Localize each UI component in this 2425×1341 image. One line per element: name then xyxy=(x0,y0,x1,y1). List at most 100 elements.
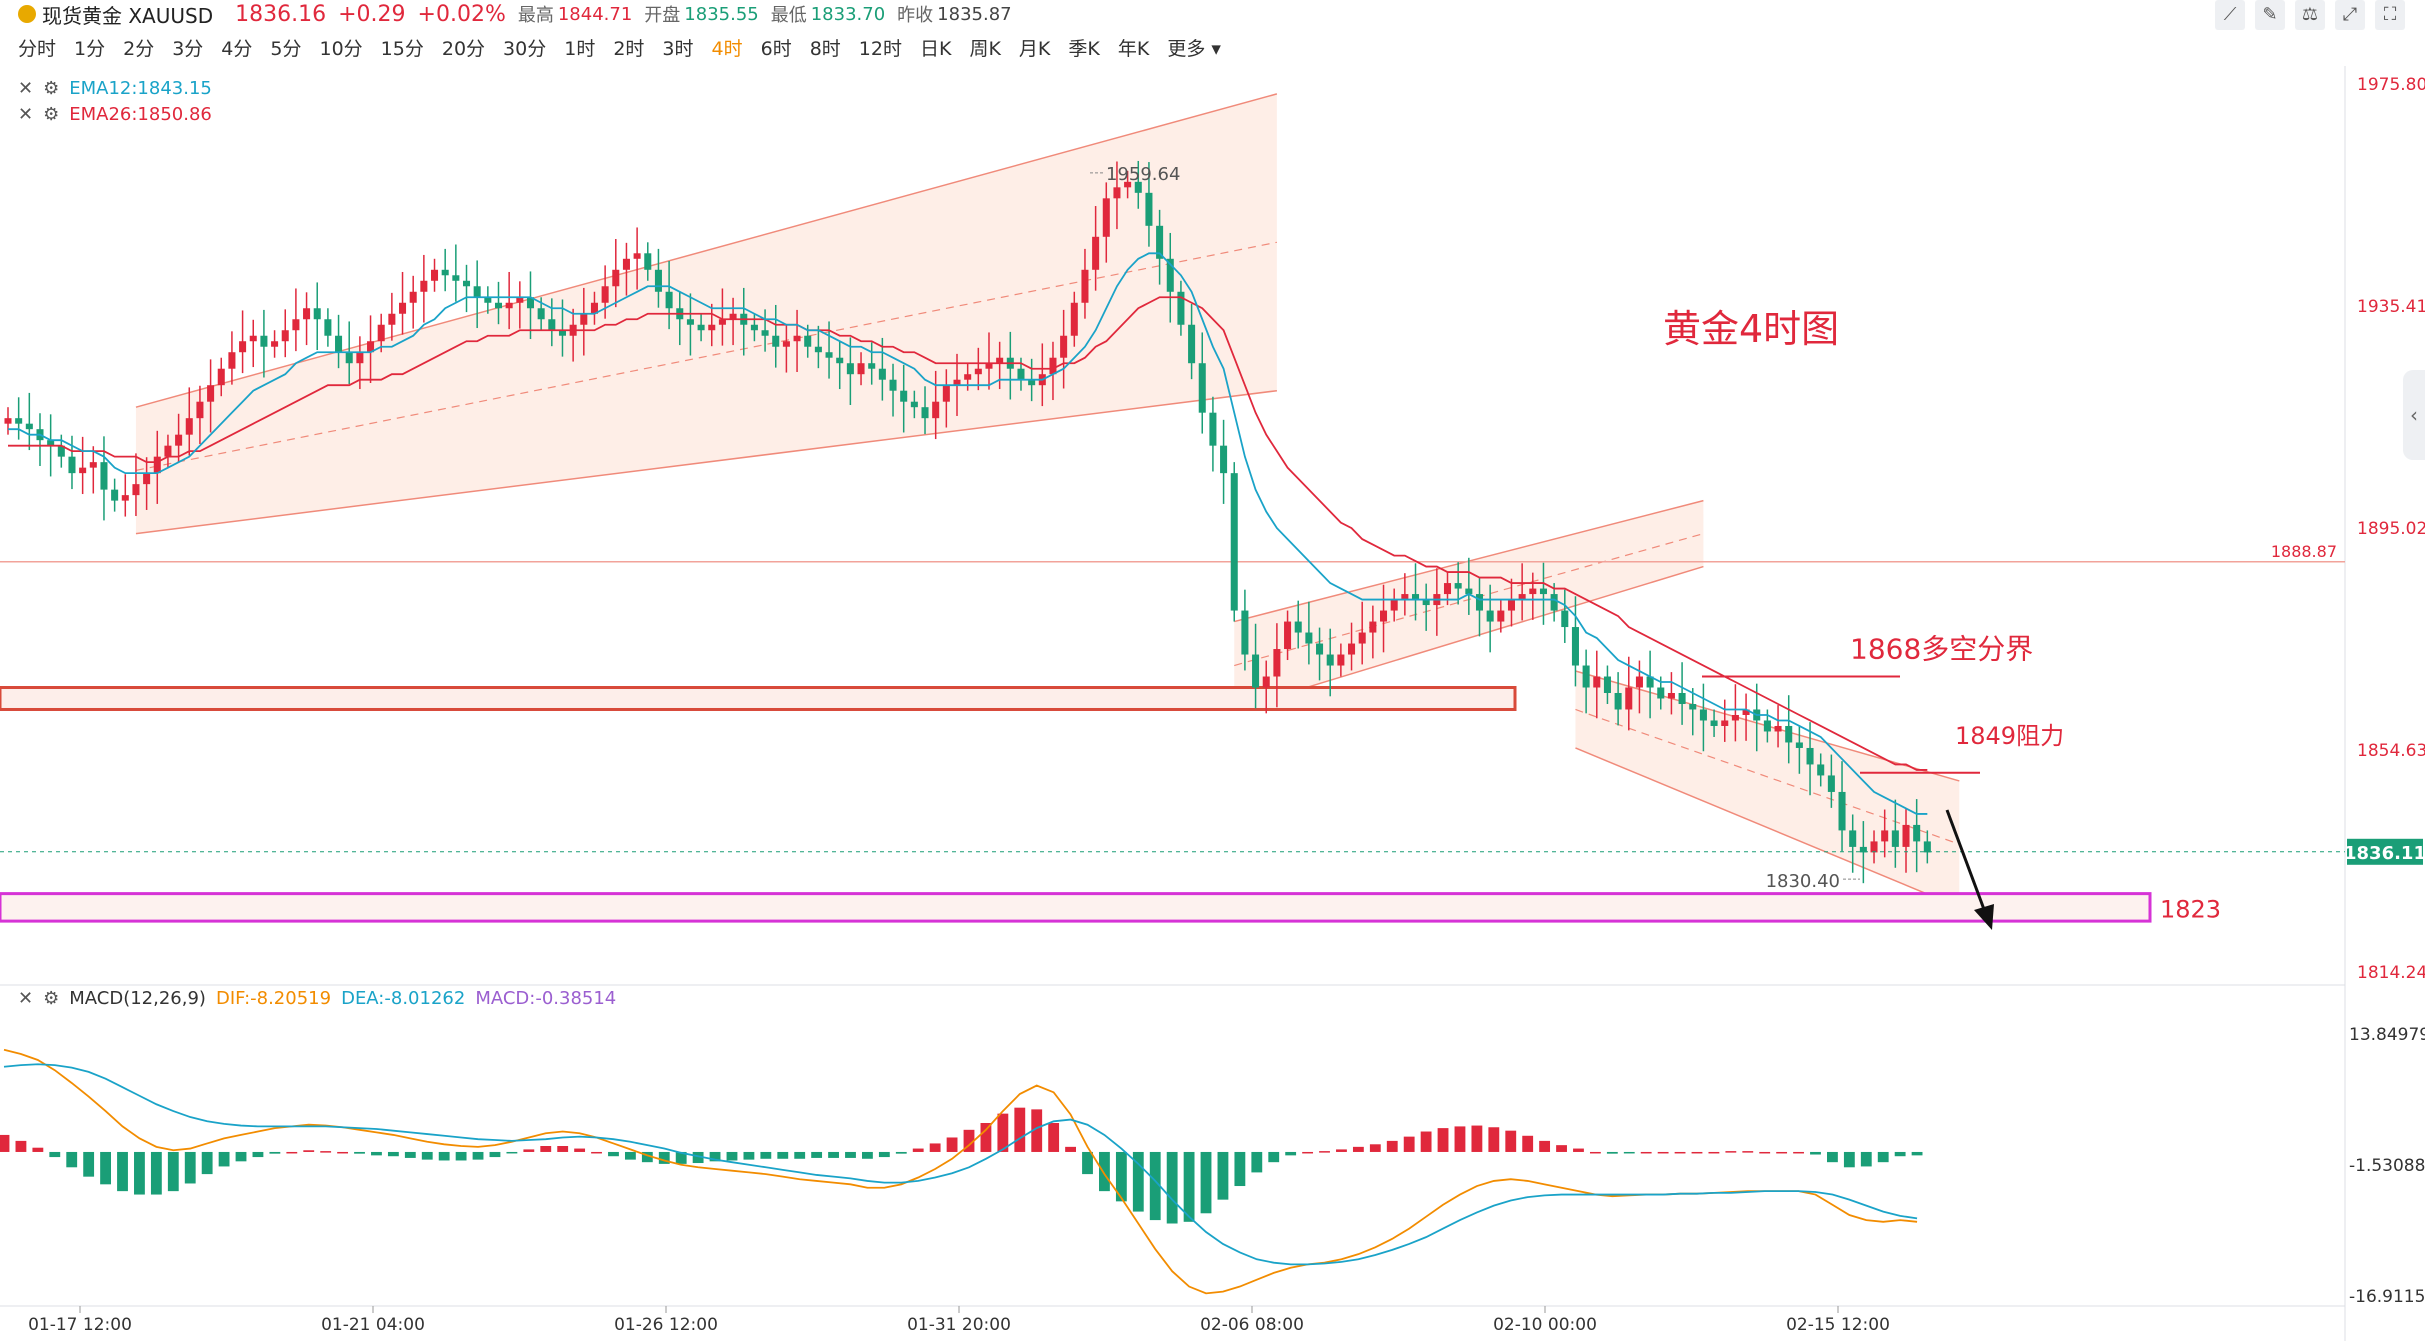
expand-icon[interactable]: ⤢ xyxy=(2335,0,2365,30)
timeframe-9[interactable]: 30分 xyxy=(503,37,547,60)
timeframe-17[interactable]: 日K xyxy=(919,37,952,60)
macd-histogram-bar xyxy=(1556,1145,1567,1152)
candle-body xyxy=(793,335,801,342)
candle-body xyxy=(335,335,343,353)
symbol-selector[interactable]: 现货黄金 XAUUSD xyxy=(42,3,214,28)
close-icon[interactable]: ✕ xyxy=(18,104,34,125)
candle-body xyxy=(345,352,353,364)
candle-body xyxy=(1156,225,1164,259)
fullscreen-icon[interactable]: ⛶ xyxy=(2375,0,2405,30)
close-icon[interactable]: ✕ xyxy=(18,988,34,1009)
timeframe-3[interactable]: 3分 xyxy=(172,37,204,60)
candle-body xyxy=(281,330,289,342)
settings-icon[interactable]: ⚙ xyxy=(43,988,60,1009)
annotation-1849: 1849阻力 xyxy=(1955,722,2064,750)
macd-histogram-bar xyxy=(1860,1151,1872,1167)
timeframe-0[interactable]: 分时 xyxy=(18,37,57,60)
timeframe-22[interactable]: 更多 ▾ xyxy=(1167,37,1221,60)
macd-histogram-bar xyxy=(1454,1126,1466,1152)
candle-body xyxy=(1582,665,1590,688)
candle-body xyxy=(921,407,929,419)
candle-body xyxy=(420,280,428,292)
macd-histogram-bar xyxy=(1031,1109,1043,1152)
timeframe-16[interactable]: 12时 xyxy=(858,37,902,60)
timeframe-13[interactable]: 4时 xyxy=(711,37,743,60)
candle-body xyxy=(1507,599,1515,611)
macd-histogram-bar xyxy=(1369,1144,1381,1152)
draw-line-icon[interactable]: ⟋ xyxy=(2215,0,2245,30)
candle-body xyxy=(1923,841,1931,853)
settings-icon[interactable]: ⚙ xyxy=(43,104,60,125)
candle-body xyxy=(1060,335,1068,358)
edit-icon[interactable]: ✎ xyxy=(2255,0,2285,30)
ema12-legend: ✕ ⚙ EMA12:1843.15 xyxy=(18,76,212,102)
collapse-panel-icon[interactable]: ‹ xyxy=(2403,370,2425,460)
candle-body xyxy=(889,379,897,391)
macd-histogram-bar xyxy=(506,1151,518,1154)
timeframe-21[interactable]: 年K xyxy=(1117,37,1150,60)
candle-body xyxy=(1710,720,1718,726)
macd-histogram-bar xyxy=(1810,1151,1821,1155)
macd-histogram-bar xyxy=(66,1151,78,1168)
macd-histogram-bar xyxy=(557,1145,569,1152)
candle-body xyxy=(494,302,503,309)
macd-histogram-bar xyxy=(1099,1151,1110,1192)
candle-body xyxy=(1124,181,1132,188)
timeframe-1[interactable]: 1分 xyxy=(74,37,106,60)
timeframe-5[interactable]: 5分 xyxy=(270,37,302,60)
candle-body xyxy=(1134,181,1142,193)
candle-body xyxy=(431,269,439,281)
candle-body xyxy=(1731,714,1739,721)
candle-body xyxy=(303,308,311,320)
candle-body xyxy=(1806,747,1814,765)
candle-body xyxy=(1902,824,1910,847)
indicator-icon[interactable]: ⚖ xyxy=(2295,0,2325,30)
candle-body xyxy=(654,269,662,292)
macd-histogram-bar xyxy=(1149,1151,1161,1221)
macd-histogram-bar xyxy=(1268,1151,1280,1163)
macd-tick-label: 13.84979 xyxy=(2349,1025,2425,1045)
timeframe-11[interactable]: 2时 xyxy=(613,37,645,60)
timeframe-4[interactable]: 4分 xyxy=(221,37,253,60)
candle-body xyxy=(388,313,396,325)
timeframe-19[interactable]: 月K xyxy=(1018,37,1051,60)
candle-body xyxy=(1230,473,1238,611)
candle-body xyxy=(1390,599,1398,611)
time-tick-label: 02-06 08:00 xyxy=(1200,1315,1304,1335)
macd-histogram-bar xyxy=(1132,1151,1144,1212)
candle-body xyxy=(974,368,982,375)
macd-histogram-bar xyxy=(912,1148,924,1152)
low-label: 最低 xyxy=(770,5,807,26)
timeframe-6[interactable]: 10分 xyxy=(319,37,363,60)
candle-body xyxy=(686,319,694,325)
candle-body xyxy=(79,467,87,474)
candle-body xyxy=(846,363,854,375)
candle-body xyxy=(836,357,844,364)
candle-body xyxy=(367,341,375,353)
macd-histogram-bar xyxy=(1471,1125,1483,1152)
macd-histogram-bar xyxy=(1403,1136,1415,1152)
timeframe-7[interactable]: 15分 xyxy=(380,37,424,60)
macd-histogram-bar xyxy=(1115,1151,1127,1202)
timeframe-15[interactable]: 8时 xyxy=(809,37,841,60)
macd-histogram-bar xyxy=(574,1148,586,1152)
candle-body xyxy=(100,462,108,490)
timeframe-12[interactable]: 3时 xyxy=(662,37,694,60)
candle-body xyxy=(1348,643,1356,655)
settings-icon[interactable]: ⚙ xyxy=(43,78,60,99)
macd-histogram-bar xyxy=(777,1151,789,1159)
candle-body xyxy=(441,269,449,276)
timeframe-2[interactable]: 2分 xyxy=(123,37,155,60)
timeframe-14[interactable]: 6时 xyxy=(760,37,792,60)
timeframe-10[interactable]: 1时 xyxy=(564,37,596,60)
close-icon[interactable]: ✕ xyxy=(18,78,34,99)
candle-body xyxy=(15,418,23,424)
price-tick-label: 1975.80 xyxy=(2357,75,2425,95)
timeframe-20[interactable]: 季K xyxy=(1068,37,1100,60)
candle-body xyxy=(868,363,876,369)
timeframe-8[interactable]: 20分 xyxy=(441,37,486,60)
candle-body xyxy=(1838,791,1846,831)
timeframe-18[interactable]: 周K xyxy=(969,37,1001,60)
candle-body xyxy=(1657,687,1665,699)
